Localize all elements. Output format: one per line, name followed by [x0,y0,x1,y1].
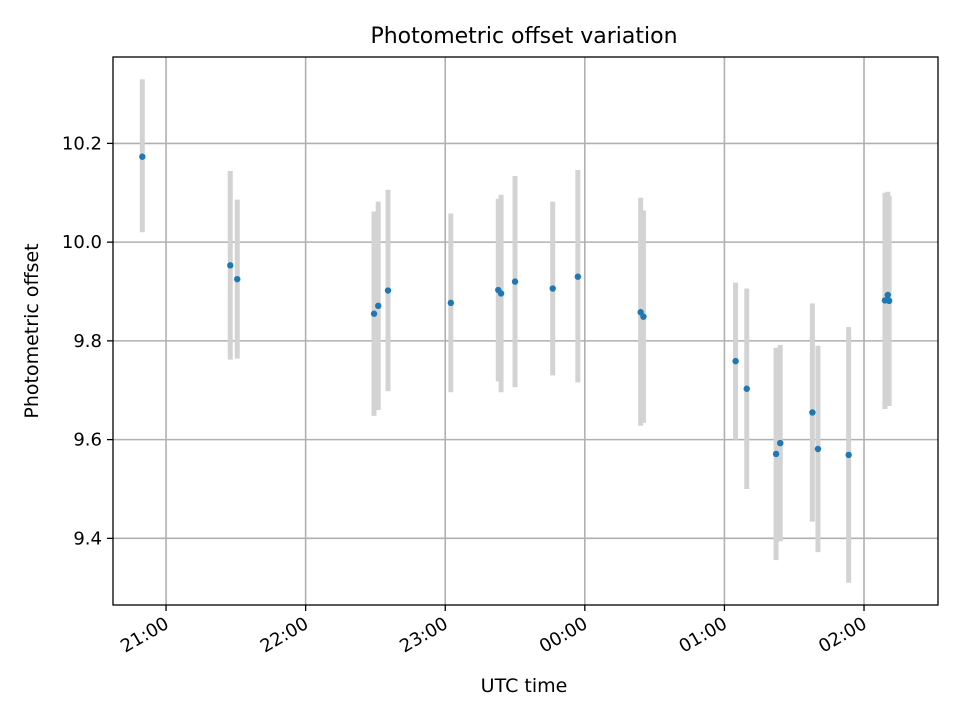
chart-title: Photometric offset variation [370,24,677,49]
data-point [884,291,891,299]
x-tick-label: 01:00 [675,613,730,657]
y-tick-label: 9.4 [73,528,102,549]
data-point [732,357,739,365]
y-axis-label: Photometric offset [21,243,43,418]
grid-layer [113,57,938,605]
data-point [511,278,519,285]
x-tick-label: 02:00 [815,613,870,657]
data-point [772,450,780,458]
data-point [640,313,647,320]
data-point [574,273,582,280]
data-point [234,275,241,283]
y-tick-label: 9.8 [73,331,102,352]
errorbar-layer [139,79,892,583]
data-point [885,297,893,305]
data-point [743,385,750,392]
data-point [375,302,382,310]
data-point [845,451,852,459]
data-point [549,285,556,292]
x-axis-label: UTC time [481,675,568,697]
y-tick-label: 10.0 [62,232,102,253]
data-point [809,409,816,416]
data-point [139,153,146,160]
x-tick-label: 00:00 [536,613,591,657]
data-point [497,290,505,297]
plot-frame [112,56,939,606]
data-point [227,262,234,269]
data-point [814,445,822,453]
data-point [777,439,784,447]
y-tick-label: 10.2 [62,133,102,154]
data-point [384,287,392,294]
data-point [447,299,455,307]
point-layer [139,153,893,459]
y-tick-label: 9.6 [73,430,102,451]
data-point [370,310,378,317]
x-tick-label: 22:00 [257,613,312,657]
x-tick-label: 21:00 [117,613,172,657]
x-tick-label: 23:00 [396,613,451,657]
